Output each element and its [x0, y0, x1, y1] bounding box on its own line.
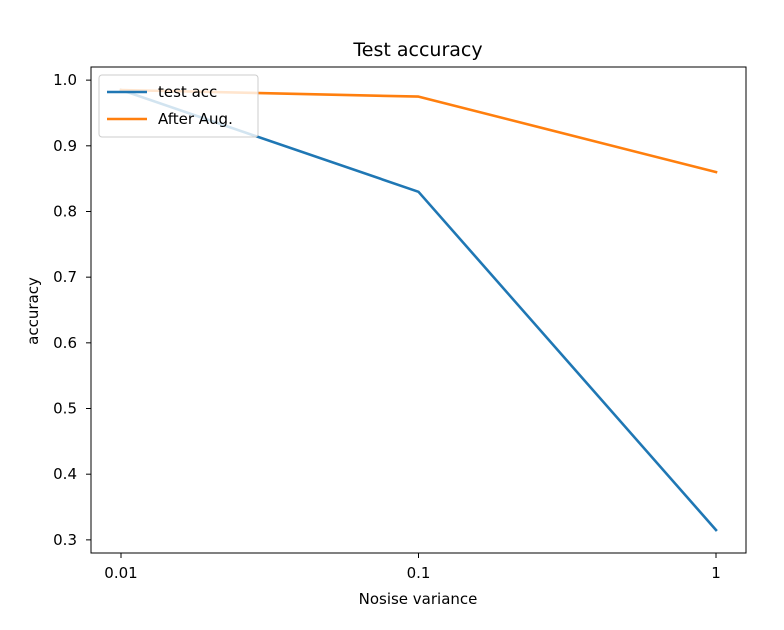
series-line-1: [119, 88, 718, 532]
x-axis: 0.01 0.1 1: [104, 553, 721, 582]
legend: test acc After Aug.: [98, 74, 259, 138]
x-tick-label: 0.1: [407, 564, 431, 582]
y-tick-label: 0.5: [53, 400, 77, 418]
y-tick-label: 0.9: [53, 137, 77, 155]
x-axis-label: Nosise variance: [359, 590, 478, 608]
plot-frame: [90, 66, 747, 554]
y-tick-label: 0.6: [53, 334, 77, 352]
x-tick-label: 0.01: [104, 564, 137, 582]
y-tick-label: 0.8: [53, 202, 77, 220]
x-tick-label: 1: [711, 564, 721, 582]
legend-label-2: After Aug.: [158, 110, 233, 128]
y-tick-label: 0.4: [53, 465, 77, 483]
y-tick-label: 0.3: [53, 531, 77, 549]
y-tick-label: 0.7: [53, 268, 77, 286]
y-axis-label: accuracy: [24, 277, 42, 345]
plot-area: [119, 88, 718, 532]
y-axis: 0.3 0.4 0.5 0.6 0.7 0.8 0.9 1.0: [53, 71, 91, 549]
legend-box: [98, 74, 259, 138]
chart-title: Test accuracy: [352, 39, 482, 61]
y-tick-label: 1.0: [53, 71, 77, 89]
legend-label-1: test acc: [158, 83, 217, 101]
